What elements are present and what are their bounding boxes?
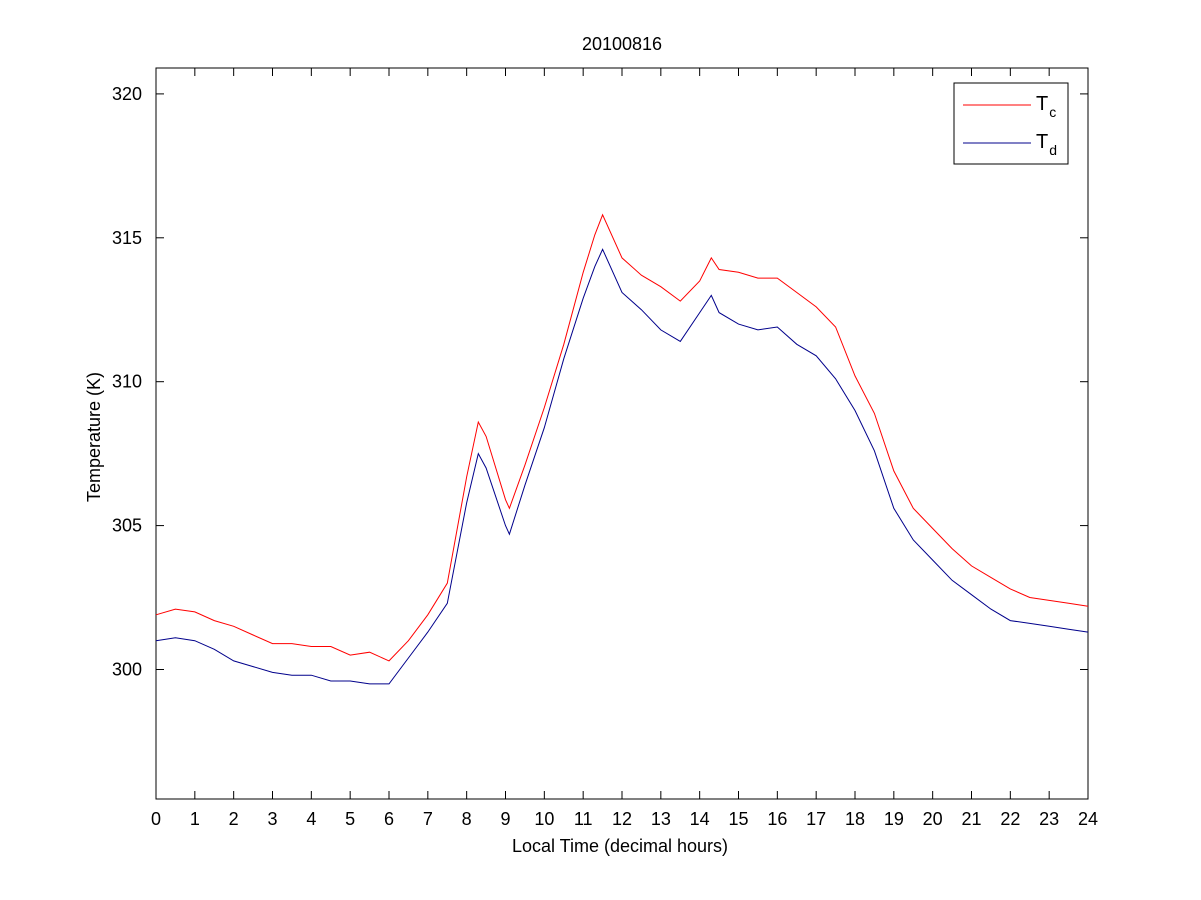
x-tick-label-22: 22 (1000, 809, 1020, 829)
x-tick-label-7: 7 (423, 809, 433, 829)
x-tick-label-23: 23 (1039, 809, 1059, 829)
x-tick-label-9: 9 (500, 809, 510, 829)
x-tick-label-15: 15 (728, 809, 748, 829)
x-tick-label-0: 0 (151, 809, 161, 829)
x-tick-label-24: 24 (1078, 809, 1098, 829)
x-tick-label-19: 19 (884, 809, 904, 829)
legend-label-td: Td (1036, 131, 1057, 158)
x-tick-label-21: 21 (961, 809, 981, 829)
y-tick-label-300: 300 (112, 659, 142, 679)
x-tick-label-14: 14 (690, 809, 710, 829)
y-tick-label-310: 310 (112, 372, 142, 392)
x-tick-label-5: 5 (345, 809, 355, 829)
x-tick-label-12: 12 (612, 809, 632, 829)
x-tick-label-4: 4 (306, 809, 316, 829)
chart-title: 20100816 (582, 34, 662, 54)
x-tick-label-2: 2 (229, 809, 239, 829)
x-tick-label-20: 20 (923, 809, 943, 829)
axes-box (155, 67, 1089, 800)
x-tick-label-16: 16 (767, 809, 787, 829)
x-tick-label-17: 17 (806, 809, 826, 829)
legend-label-tc: Tc (1036, 93, 1056, 120)
y-ticks: 300 305 310 315 320 (112, 84, 1088, 679)
series-layer (155, 213, 1089, 685)
series-line-tc (155, 213, 1089, 662)
y-tick-label-305: 305 (112, 516, 142, 536)
legend: Tc Td (953, 82, 1069, 165)
x-tick-label-1: 1 (190, 809, 200, 829)
x-axis-label: Local Time (decimal hours) (512, 836, 728, 856)
x-tick-label-18: 18 (845, 809, 865, 829)
y-tick-label-315: 315 (112, 228, 142, 248)
x-tick-label-13: 13 (651, 809, 671, 829)
y-axis-label: Temperature (K) (84, 372, 104, 502)
series-line-td (155, 248, 1089, 685)
y-tick-label-320: 320 (112, 84, 142, 104)
x-tick-label-10: 10 (534, 809, 554, 829)
x-tick-label-3: 3 (267, 809, 277, 829)
x-ticks: 0 1 2 3 4 5 6 7 8 9 10 11 12 13 14 15 16 17 18 19 20 21 22 23 24 (151, 68, 1098, 829)
x-tick-label-6: 6 (384, 809, 394, 829)
x-tick-label-11: 11 (574, 809, 593, 829)
legend-box (953, 82, 1069, 165)
x-tick-label-8: 8 (462, 809, 472, 829)
